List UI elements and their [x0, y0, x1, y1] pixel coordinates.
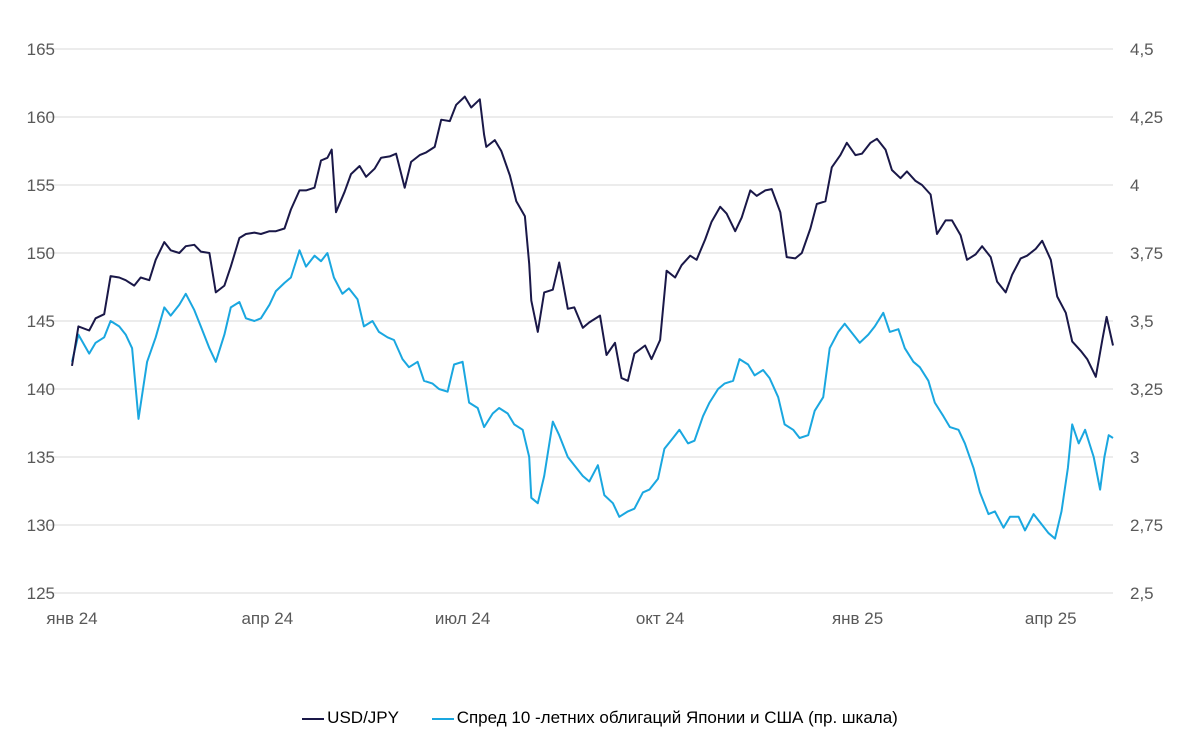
right-axis-ticks: 2,5 2,75 3 3,25 3,5 3,75 4 4,25 4,5 — [1130, 40, 1163, 603]
left-tick-label: 150 — [27, 244, 55, 263]
x-tick-label: янв 25 — [832, 609, 883, 628]
legend-item-usdjpy: USD/JPY — [302, 708, 399, 728]
left-tick-label: 165 — [27, 40, 55, 59]
right-tick-label: 3,25 — [1130, 380, 1163, 399]
right-tick-label: 3,75 — [1130, 244, 1163, 263]
right-tick-label: 4 — [1130, 176, 1139, 195]
x-tick-label: июл 24 — [435, 609, 490, 628]
x-tick-label: апр 25 — [1025, 609, 1077, 628]
left-tick-label: 130 — [27, 516, 55, 535]
left-axis-ticks: 125 130 135 140 145 150 155 160 165 — [27, 40, 55, 603]
legend-label-spread: Спред 10 -летних облигаций Японии и США … — [456, 708, 898, 727]
legend: USD/JPY Спред 10 -летних облигаций Япони… — [0, 708, 1200, 728]
series-line-spread — [71, 249, 1114, 540]
legend-swatch-spread — [431, 717, 454, 720]
x-tick-label: янв 24 — [46, 609, 97, 628]
left-tick-label: 135 — [27, 448, 55, 467]
legend-item-spread: Спред 10 -летних облигаций Японии и США … — [431, 708, 898, 728]
right-tick-label: 3,5 — [1130, 312, 1154, 331]
x-tick-label: окт 24 — [636, 609, 685, 628]
left-tick-label: 145 — [27, 312, 55, 331]
gridlines — [42, 48, 1113, 594]
series-lines — [71, 95, 1114, 540]
right-tick-label: 4,5 — [1130, 40, 1154, 59]
left-tick-label: 125 — [27, 584, 55, 603]
legend-swatch-usdjpy — [302, 717, 325, 720]
right-tick-label: 3 — [1130, 448, 1139, 467]
x-axis-ticks: янв 24 апр 24 июл 24 окт 24 янв 25 апр 25 — [46, 609, 1076, 628]
left-tick-label: 140 — [27, 380, 55, 399]
right-tick-label: 4,25 — [1130, 108, 1163, 127]
x-tick-label: апр 24 — [241, 609, 293, 628]
right-tick-label: 2,5 — [1130, 584, 1154, 603]
left-tick-label: 160 — [27, 108, 55, 127]
left-tick-label: 155 — [27, 176, 55, 195]
right-tick-label: 2,75 — [1130, 516, 1163, 535]
legend-label-usdjpy: USD/JPY — [327, 708, 399, 727]
series-line-usdjpy — [71, 95, 1114, 382]
